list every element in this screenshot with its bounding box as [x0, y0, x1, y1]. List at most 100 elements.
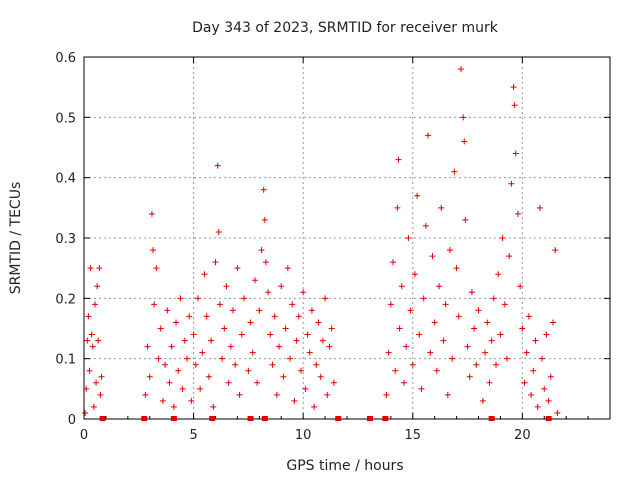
data-point: [249, 349, 256, 356]
data-point: [190, 331, 197, 338]
data-point: [267, 331, 274, 338]
data-point: [87, 265, 94, 272]
data-point: [91, 301, 98, 308]
zero-markers: [99, 416, 552, 421]
data-point: [162, 361, 169, 368]
data-point: [552, 247, 559, 254]
data-point: [84, 337, 91, 344]
data-point: [317, 373, 324, 380]
data-point: [482, 349, 489, 356]
data-point: [457, 66, 464, 73]
data-point: [276, 343, 283, 350]
data-points: [82, 66, 561, 416]
data-point: [433, 367, 440, 374]
data-point: [214, 162, 221, 169]
zero-marker: [382, 416, 389, 421]
data-point: [442, 301, 449, 308]
data-point: [453, 265, 460, 272]
data-point: [225, 379, 232, 386]
data-point: [300, 289, 307, 296]
data-point: [227, 343, 234, 350]
y-tick-label: 0.6: [55, 51, 76, 66]
data-point: [464, 343, 471, 350]
y-tick-label: 0.4: [55, 172, 76, 187]
data-point: [164, 307, 171, 314]
data-point: [93, 379, 100, 386]
data-point: [96, 265, 103, 272]
data-point: [554, 409, 561, 416]
grid-lines: [84, 57, 610, 419]
data-point: [479, 397, 486, 404]
data-point: [155, 355, 162, 362]
data-point: [205, 373, 212, 380]
data-point: [532, 337, 539, 344]
data-point: [168, 343, 175, 350]
data-point: [550, 319, 557, 326]
data-point: [278, 283, 285, 290]
data-point: [471, 325, 478, 332]
data-point: [302, 385, 309, 392]
data-point: [295, 313, 302, 320]
data-point: [403, 343, 410, 350]
data-point: [289, 301, 296, 308]
data-point: [510, 84, 517, 91]
data-point: [184, 355, 191, 362]
data-point: [405, 235, 412, 241]
data-point: [269, 361, 276, 368]
data-point: [506, 253, 513, 260]
x-tick-label: 5: [189, 428, 197, 443]
data-point: [440, 337, 447, 344]
data-point: [411, 271, 418, 278]
data-point: [539, 355, 546, 362]
data-point: [499, 235, 506, 241]
data-point: [528, 391, 535, 398]
y-tick-labels: 0 0.1 0.2 0.3 0.4 0.5 0.6: [55, 51, 76, 428]
data-point: [490, 295, 497, 302]
data-point: [194, 295, 201, 302]
data-point: [265, 289, 272, 296]
data-point: [208, 337, 215, 344]
data-point: [466, 373, 473, 380]
y-tick-label: 0.1: [55, 353, 76, 368]
zero-marker: [335, 416, 342, 421]
data-point: [219, 355, 226, 362]
data-point: [197, 385, 204, 392]
data-point: [512, 150, 519, 157]
data-point: [444, 391, 451, 398]
axis-ticks: [83, 56, 610, 420]
data-point: [523, 349, 530, 356]
data-point: [291, 397, 298, 404]
data-point: [322, 295, 329, 302]
y-tick-label: 0.3: [55, 232, 76, 247]
data-point: [400, 379, 407, 386]
data-point: [186, 313, 193, 320]
data-point: [88, 331, 95, 338]
y-tick-label: 0.2: [55, 292, 76, 307]
data-point: [383, 391, 390, 398]
data-point: [179, 385, 186, 392]
data-point: [153, 265, 160, 272]
data-point: [188, 397, 195, 404]
data-point: [390, 259, 397, 266]
data-point: [94, 283, 101, 290]
data-point: [142, 391, 149, 398]
data-point: [514, 210, 521, 217]
data-point: [534, 403, 541, 410]
x-tick-labels: 0 5 10 15 20: [80, 428, 531, 443]
data-point: [98, 373, 105, 380]
zero-marker: [488, 416, 495, 421]
x-axis-label: GPS time / hours: [286, 458, 403, 474]
data-point: [306, 349, 313, 356]
x-tick-label: 15: [404, 428, 421, 443]
data-point: [409, 361, 416, 368]
data-point: [525, 313, 532, 320]
data-point: [203, 313, 210, 320]
data-point: [387, 301, 394, 308]
data-point: [89, 343, 96, 350]
data-point: [315, 319, 322, 326]
data-point: [192, 361, 199, 368]
data-point: [177, 295, 184, 302]
data-point: [326, 343, 333, 350]
data-point: [461, 138, 468, 145]
